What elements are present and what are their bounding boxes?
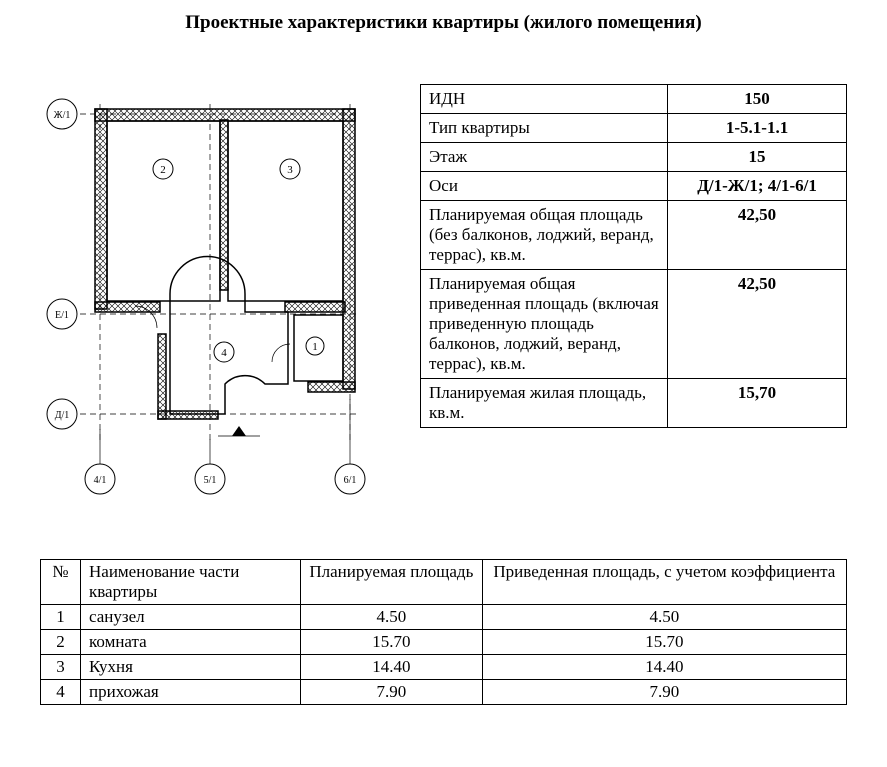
spec-row: Этаж 15 [421, 143, 847, 172]
spec-label: Тип квартиры [421, 114, 668, 143]
spec-value: 15 [668, 143, 847, 172]
room-adjusted-cell: 15.70 [482, 630, 846, 655]
room-marker-1: 1 [312, 341, 318, 353]
spec-row: Тип квартиры 1-5.1-1.1 [421, 114, 847, 143]
spec-row: Планируемая общая приведенная площадь (в… [421, 270, 847, 379]
spec-row: Планируемая жилая площадь, кв.м. 15,70 [421, 379, 847, 428]
room-name-cell: Кухня [81, 655, 301, 680]
axis-bottom-left: Д/1 [55, 410, 70, 421]
room-adjusted-cell: 7.90 [482, 680, 846, 705]
room-row: 4 прихожая 7.90 7.90 [41, 680, 847, 705]
room-row: 1 санузел 4.50 4.50 [41, 605, 847, 630]
spec-label: Планируемая общая приведенная площадь (в… [421, 270, 668, 379]
room-marker-3: 3 [287, 164, 293, 176]
spec-label: Планируемая жилая площадь, кв.м. [421, 379, 668, 428]
page-title: Проектные характеристики квартиры (жилог… [40, 12, 847, 34]
axis-top-left: Ж/1 [54, 110, 71, 121]
room-num-cell: 3 [41, 655, 81, 680]
rooms-table: № Наименование части квартиры Планируема… [40, 559, 847, 705]
room-planned-cell: 15.70 [301, 630, 483, 655]
spec-label: ИДН [421, 85, 668, 114]
axis-bottom-3: 6/1 [344, 475, 357, 486]
room-name-cell: комната [81, 630, 301, 655]
specs-table: ИДН 150 Тип квартиры 1-5.1-1.1 Этаж 15 О… [420, 84, 847, 428]
spec-row: Оси Д/1-Ж/1; 4/1-6/1 [421, 172, 847, 201]
rooms-hdr-name: Наименование части квартиры [81, 560, 301, 605]
spec-value: Д/1-Ж/1; 4/1-6/1 [668, 172, 847, 201]
axis-mid-left: Е/1 [55, 310, 69, 321]
room-num-cell: 2 [41, 630, 81, 655]
floor-plan: 2 3 1 4 Ж/1 Е/1 Д/1 4/1 5/1 6/1 [40, 84, 390, 504]
spec-label: Планируемая общая площадь (без балконов,… [421, 201, 668, 270]
room-name-cell: прихожая [81, 680, 301, 705]
room-marker-4: 4 [221, 347, 227, 359]
spec-value: 42,50 [668, 270, 847, 379]
room-planned-cell: 7.90 [301, 680, 483, 705]
axis-bottom-2: 5/1 [204, 475, 217, 486]
room-adjusted-cell: 14.40 [482, 655, 846, 680]
room-name-cell: санузел [81, 605, 301, 630]
room-num-cell: 4 [41, 680, 81, 705]
room-marker-2: 2 [160, 164, 166, 176]
room-adjusted-cell: 4.50 [482, 605, 846, 630]
upper-section: 2 3 1 4 Ж/1 Е/1 Д/1 4/1 5/1 6/1 [40, 84, 847, 504]
room-num-cell: 1 [41, 605, 81, 630]
spec-value: 1-5.1-1.1 [668, 114, 847, 143]
axis-bottom-1: 4/1 [94, 475, 107, 486]
spec-value: 42,50 [668, 201, 847, 270]
room-planned-cell: 14.40 [301, 655, 483, 680]
rooms-hdr-planned: Планируемая площадь [301, 560, 483, 605]
specs-body: ИДН 150 Тип квартиры 1-5.1-1.1 Этаж 15 О… [421, 85, 847, 428]
spec-row: ИДН 150 [421, 85, 847, 114]
spec-row: Планируемая общая площадь (без балконов,… [421, 201, 847, 270]
spec-value: 15,70 [668, 379, 847, 428]
spec-label: Этаж [421, 143, 668, 172]
room-row: 2 комната 15.70 15.70 [41, 630, 847, 655]
rooms-hdr-adjusted: Приведенная площадь, с учетом коэффициен… [482, 560, 846, 605]
spec-label: Оси [421, 172, 668, 201]
rooms-hdr-num: № [41, 560, 81, 605]
spec-value: 150 [668, 85, 847, 114]
room-planned-cell: 4.50 [301, 605, 483, 630]
room-row: 3 Кухня 14.40 14.40 [41, 655, 847, 680]
rooms-header-row: № Наименование части квартиры Планируема… [41, 560, 847, 605]
